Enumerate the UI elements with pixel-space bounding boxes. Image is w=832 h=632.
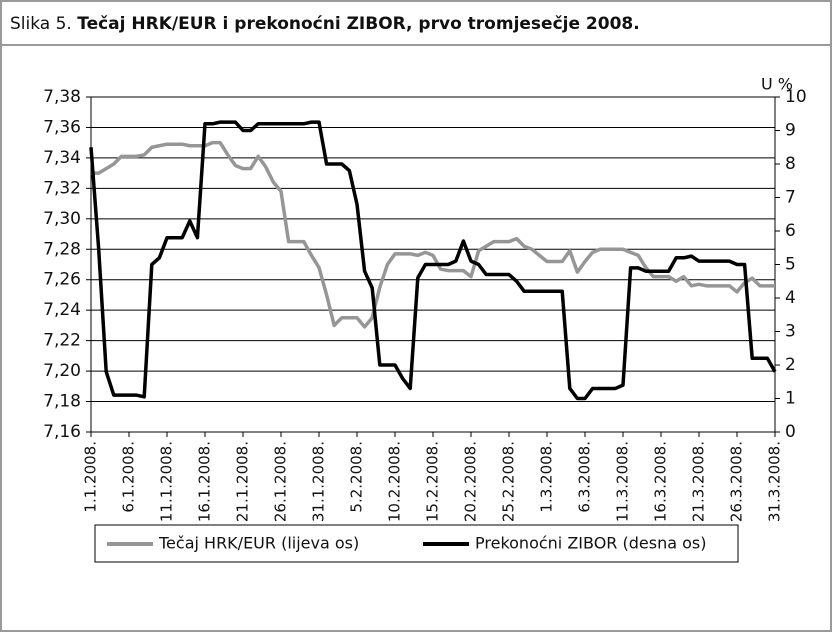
- x-tick-label: 1.3.2008.: [538, 441, 556, 513]
- y2-tick-label: 5: [785, 255, 796, 275]
- y-tick-label: 7,22: [43, 331, 81, 351]
- x-tick-label: 10.2.2008.: [386, 441, 404, 522]
- figure-label: Slika 5.: [10, 14, 72, 34]
- x-tick-label: 31.3.2008.: [766, 441, 784, 522]
- series-line: [89, 120, 777, 401]
- y2-tick-label: 9: [785, 121, 796, 141]
- y-tick-label: 7,32: [43, 178, 81, 198]
- x-tick-label: 25.2.2008.: [500, 441, 518, 522]
- y2-tick-label: 6: [785, 221, 796, 241]
- y-tick-label: 7,16: [43, 422, 81, 442]
- y-tick-label: 7,24: [43, 300, 81, 320]
- x-tick-label: 16.3.2008.: [652, 441, 670, 522]
- y-tick-label: 7,20: [43, 361, 81, 381]
- x-tick-label: 21.1.2008.: [234, 441, 252, 522]
- chart-title: Slika 5. Tečaj HRK/EUR i prekonoćni ZIBO…: [10, 14, 640, 34]
- y2-tick-label: 1: [785, 389, 796, 409]
- x-tick-label: 6.1.2008.: [120, 441, 138, 513]
- legend-box: [94, 524, 739, 563]
- y-tick-label: 7,36: [43, 117, 81, 137]
- x-tick-label: 16.1.2008.: [196, 441, 214, 522]
- x-tick-label: 1.1.2008.: [82, 441, 100, 513]
- legend-label: Prekonoćni ZIBOR (desna os): [475, 534, 706, 553]
- x-tick-label: 11.1.2008.: [158, 441, 176, 522]
- y2-axis-label: U %: [761, 75, 793, 94]
- x-tick-label: 15.2.2008.: [424, 441, 442, 522]
- y-tick-label: 7,30: [43, 209, 81, 229]
- y2-tick-label: 3: [785, 322, 796, 342]
- y2-tick-label: 7: [785, 188, 796, 208]
- x-tick-label: 11.3.2008.: [614, 441, 632, 522]
- y2-tick-label: 0: [785, 422, 796, 442]
- y2-tick-label: 4: [785, 288, 796, 308]
- y2-tick-label: 8: [785, 154, 796, 174]
- y-tick-label: 7,18: [43, 392, 81, 412]
- y-tick-label: 7,28: [43, 239, 81, 259]
- x-tick-label: 5.2.2008.: [348, 441, 366, 513]
- y2-tick-label: 2: [785, 355, 796, 375]
- x-tick-label: 21.3.2008.: [690, 441, 708, 522]
- x-tick-label: 26.1.2008.: [272, 441, 290, 522]
- y-tick-label: 7,34: [43, 148, 81, 168]
- x-tick-label: 6.3.2008.: [576, 441, 594, 513]
- x-tick-label: 20.2.2008.: [462, 441, 480, 522]
- y-tick-label: 7,38: [43, 87, 81, 107]
- x-tick-label: 26.3.2008.: [728, 441, 746, 522]
- y2-tick-label: 10: [785, 87, 807, 107]
- legend-label: Tečaj HRK/EUR (lijeva os): [158, 534, 359, 553]
- y-tick-label: 7,26: [43, 270, 81, 290]
- title-text: Tečaj HRK/EUR i prekonoćni ZIBOR, prvo t…: [77, 14, 639, 34]
- x-tick-label: 31.1.2008.: [310, 441, 328, 522]
